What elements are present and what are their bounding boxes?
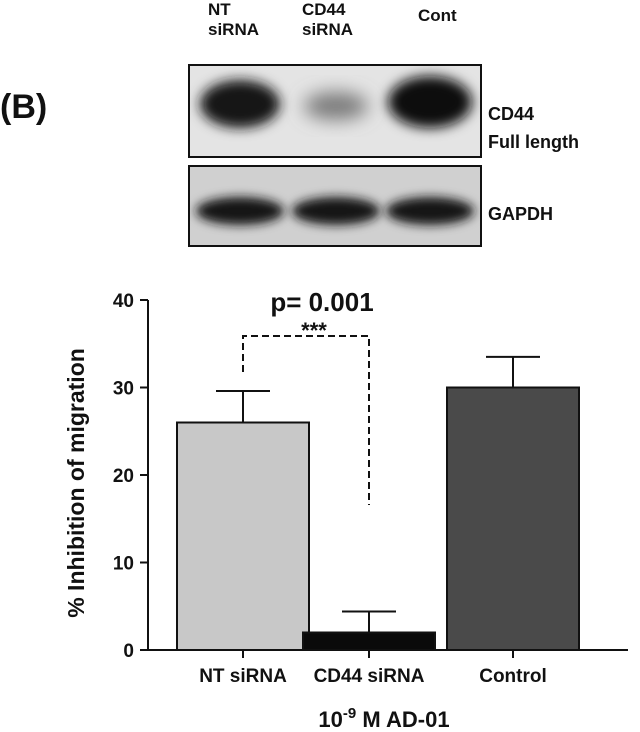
x-axis-label: 10-9 M AD-01 xyxy=(318,705,449,732)
x-tick-label: CD44 siRNA xyxy=(314,666,425,687)
lane-label-line1: Cont xyxy=(418,6,457,25)
bar xyxy=(446,386,580,651)
significance-bracket xyxy=(242,335,370,505)
y-axis-label: % Inhibition of migration xyxy=(63,348,89,618)
cd44-band-label: CD44 Full length xyxy=(488,100,579,156)
bar xyxy=(176,421,310,651)
y-tick-label: 30 xyxy=(113,379,134,400)
lane-label-line2: siRNA xyxy=(208,20,260,39)
bar xyxy=(302,631,436,651)
y-tick-label: 0 xyxy=(123,641,134,662)
lane-label-nt-sirna: NT siRNA xyxy=(208,0,259,40)
x-tick-label: Control xyxy=(479,666,547,687)
cd44-blot-bands xyxy=(190,66,480,156)
gapdh-band-3 xyxy=(386,197,474,225)
cd44-blot-image xyxy=(188,64,482,158)
gapdh-band-1 xyxy=(196,197,284,225)
gapdh-blot-bands xyxy=(190,167,480,245)
y-tick-label: 20 xyxy=(113,466,134,487)
lane-label-line2: siRNA xyxy=(302,20,354,39)
cd44-band-label-line1: CD44 xyxy=(488,104,535,124)
gapdh-band-2 xyxy=(292,197,380,225)
lane-label-line1: CD44 xyxy=(302,0,346,19)
significance-stars: *** xyxy=(301,318,327,343)
p-value-label: p= 0.001 xyxy=(270,287,373,317)
migration-bar-chart: 0 10 20 30 40 % Inhibition of migration NT siR… xyxy=(63,287,628,732)
x-tick-label: NT siRNA xyxy=(199,666,287,687)
band-nt-sirna xyxy=(200,80,280,128)
lane-label-cd44-sirna: CD44 siRNA xyxy=(302,0,353,40)
y-tick-label: 10 xyxy=(113,554,134,575)
gapdh-band-label: GAPDH xyxy=(488,204,554,224)
gapdh-blot-image xyxy=(188,165,482,247)
cd44-band-label-line2: Full length xyxy=(488,132,579,152)
panel-label: (B) xyxy=(0,88,48,126)
band-cont xyxy=(388,76,472,128)
y-tick-label: 40 xyxy=(113,291,134,312)
lane-label-cont: Cont xyxy=(418,6,457,26)
band-cd44-sirna xyxy=(304,92,368,120)
lane-label-line1: NT xyxy=(208,0,231,19)
